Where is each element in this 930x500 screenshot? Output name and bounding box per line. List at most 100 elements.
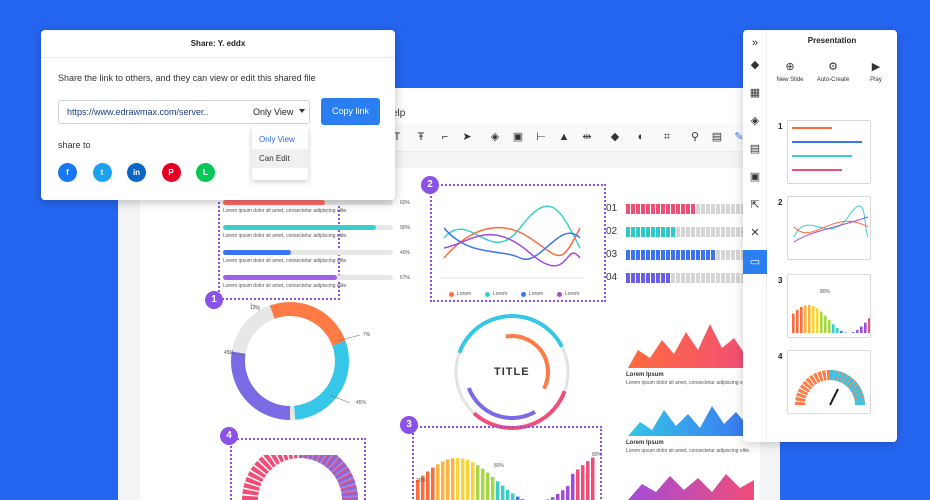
auto-create-icon: ⚙ <box>828 61 838 73</box>
bar-segment <box>636 273 640 283</box>
bottom-bar <box>456 458 460 500</box>
thumb-bar <box>792 313 795 333</box>
bar-segment <box>716 250 720 260</box>
fill-bucket-icon[interactable]: ◆ <box>750 59 760 71</box>
bar-segment <box>631 250 635 260</box>
progress-desc: Lorem ipsum dolor sit amet, consectetur … <box>223 283 348 289</box>
slide-thumb-3[interactable]: 80% <box>787 274 871 338</box>
crop-icon[interactable]: ▣ <box>512 131 524 143</box>
play-button[interactable]: ▶ Play <box>851 60 897 83</box>
bottom-pct-2: 80% <box>494 463 505 469</box>
twitter-icon[interactable]: t <box>92 163 112 182</box>
export-icon[interactable]: ⇱ <box>750 199 760 211</box>
pen-icon[interactable]: ✎ <box>734 131 744 143</box>
slide-thumb-1[interactable] <box>787 120 871 184</box>
bar-segment <box>651 250 655 260</box>
bar-segment <box>711 273 715 283</box>
bottom-bar <box>421 475 425 500</box>
warning-icon[interactable]: ▲ <box>558 131 570 143</box>
connector-icon[interactable]: ⌐ <box>441 131 449 143</box>
legend-label: Lorem <box>529 291 544 297</box>
search-icon[interactable]: ⚲ <box>690 131 700 143</box>
layers-icon[interactable]: ◈ <box>750 115 760 127</box>
lorem-title-2: Lorem Ipsum <box>626 440 664 446</box>
pointer-icon[interactable]: ➤ <box>462 131 472 143</box>
bar-segment <box>671 227 675 237</box>
bar-segment <box>731 204 735 214</box>
linkedin-icon[interactable]: in <box>127 163 146 182</box>
grid-icon[interactable]: ▦ <box>749 87 761 99</box>
bar-segment <box>691 250 695 260</box>
flip-icon[interactable]: ⇹ <box>582 131 592 143</box>
thumb-bar <box>840 330 843 333</box>
presentation-title: Presentation <box>807 36 857 45</box>
presentation-icon[interactable]: ▭ <box>743 250 767 274</box>
title-gauge <box>454 314 570 430</box>
menu-help[interactable]: elp <box>392 108 406 119</box>
bar-segment <box>661 227 665 237</box>
facebook-icon[interactable]: f <box>58 163 77 182</box>
text-icon[interactable]: T <box>393 131 401 143</box>
collapse-icon[interactable]: » <box>751 37 759 49</box>
option-can-edit[interactable]: Can Edit <box>252 149 308 168</box>
thumb-bar <box>860 326 863 333</box>
thumb-bar <box>796 309 799 333</box>
line-chart <box>440 205 584 279</box>
shuffle-icon[interactable]: ✕ <box>750 227 760 239</box>
layers-icon[interactable]: ◈ <box>490 131 500 143</box>
slide-thumb-4[interactable] <box>787 350 871 414</box>
thumb-bar <box>816 308 819 333</box>
donut-label-3: 7% <box>363 332 371 338</box>
selection-box-4[interactable] <box>230 438 366 500</box>
chevron-down-icon[interactable] <box>299 109 305 113</box>
image-icon[interactable]: ▤ <box>711 131 723 143</box>
bar-segment <box>646 227 650 237</box>
bottom-bar <box>446 459 450 500</box>
bar-segment <box>731 227 735 237</box>
progress-track <box>223 275 393 280</box>
copy-link-button[interactable]: Copy link <box>321 98 380 125</box>
slide-thumb-2[interactable] <box>787 196 871 260</box>
bar-segment <box>641 250 645 260</box>
legend-label: Lorem <box>565 291 580 297</box>
page-icon[interactable]: ▤ <box>749 143 761 155</box>
bar-segment <box>646 204 650 214</box>
play-icon: ▶ <box>871 61 881 73</box>
bar-segment <box>626 250 630 260</box>
bar-segment <box>656 227 660 237</box>
bar-segment <box>696 273 700 283</box>
text-box-icon[interactable]: Ŧ <box>417 131 425 143</box>
bar-segment <box>636 227 640 237</box>
selection-box-3[interactable] <box>412 426 602 500</box>
crop2-icon[interactable]: ⌗ <box>663 131 671 143</box>
pinterest-icon[interactable]: P <box>161 163 181 182</box>
bar-segment <box>651 227 655 237</box>
bar-segment <box>741 227 745 237</box>
bottom-bar <box>496 481 500 500</box>
selection-box-2[interactable] <box>430 184 606 302</box>
permission-select[interactable]: Only View <box>253 107 294 117</box>
bar-segment <box>726 204 730 214</box>
bottom-bar <box>566 486 570 500</box>
new-slide-button[interactable]: ⊕ New Slide <box>765 60 815 83</box>
image-icon[interactable]: ▣ <box>749 171 761 183</box>
line-color-icon[interactable]: ◐ <box>637 131 645 143</box>
share-url-field[interactable]: https://www.edrawmax.com/server.. Only V… <box>58 100 310 124</box>
bar-segment <box>731 273 735 283</box>
line-icon[interactable]: L <box>196 163 215 182</box>
share-dialog: Share: Y. eddx Share the link to others,… <box>41 30 395 200</box>
option-only-view[interactable]: Only View <box>259 135 295 144</box>
bottom-bar-chart <box>416 457 595 500</box>
bar-segment <box>681 227 685 237</box>
bar-segment <box>701 250 705 260</box>
progress-fill <box>223 200 325 205</box>
fill-icon[interactable]: ◆ <box>610 131 620 143</box>
bar-segment <box>666 250 670 260</box>
bar-segment <box>721 227 725 237</box>
auto-create-button[interactable]: ⚙ Auto-Create <box>808 60 858 83</box>
align-icon[interactable]: ⊢ <box>536 131 546 143</box>
bar-segment <box>641 273 645 283</box>
bottom-bar <box>491 476 495 500</box>
bar-segment <box>706 273 710 283</box>
bar-label: 03 <box>606 249 618 260</box>
